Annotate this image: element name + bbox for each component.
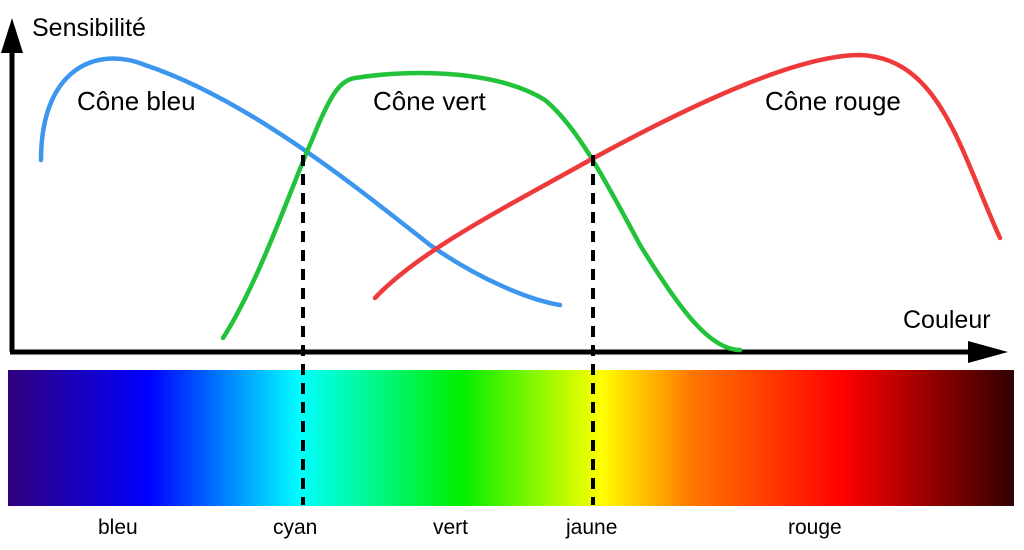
red-cone-curve	[372, 52, 1003, 301]
color-spectrum-bar	[8, 370, 1014, 506]
blue-cone-label: Cône bleu	[77, 86, 196, 116]
y-axis-label: Sensibilité	[32, 14, 146, 42]
spectrum-label-yellow: jaune	[565, 516, 617, 539]
spectrum-label-red: rouge	[788, 516, 842, 539]
green-cone-label: Cône vert	[373, 86, 486, 116]
axes	[1, 18, 1008, 363]
green-cone-curve	[220, 70, 743, 353]
red-cone-label: Cône rouge	[765, 86, 901, 116]
spectrum-label-green: vert	[433, 516, 468, 539]
x-axis-label: Couleur	[903, 306, 991, 334]
x-axis-arrow-icon	[968, 341, 1008, 363]
y-axis-arrow-icon	[1, 18, 23, 53]
spectrum-label-cyan: cyan	[273, 516, 317, 539]
blue-cone-curve	[38, 56, 563, 308]
spectrum-label-blue: bleu	[98, 516, 138, 539]
